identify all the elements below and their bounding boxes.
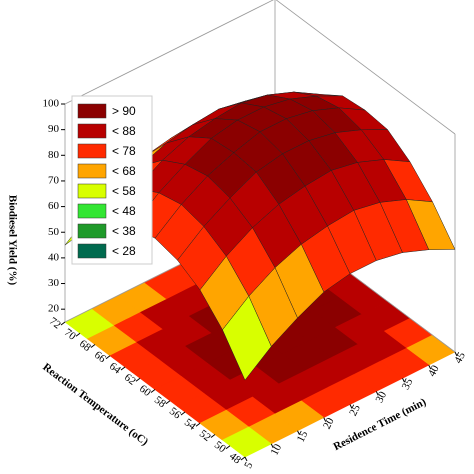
legend-box (71, 95, 153, 265)
box-edge (275, 0, 456, 135)
y-tick (180, 411, 186, 416)
legend-label: < 28 (112, 244, 136, 258)
y-tick (225, 445, 231, 450)
y-tick (120, 366, 126, 371)
x-tick (402, 378, 405, 383)
legend: > 90 < 88 < 78 < 68 < 58 < 48 < 38 < 28 (71, 95, 153, 265)
y-tick-label: 72 (47, 315, 63, 331)
y-tick (90, 344, 96, 348)
y-tick (150, 389, 156, 393)
x-tick (297, 430, 300, 435)
legend-label: < 58 (112, 184, 136, 198)
legend-swatch (77, 203, 107, 219)
legend-swatch (77, 183, 107, 199)
z-tick-label: 100 (43, 98, 60, 110)
legend-swatch (77, 163, 107, 179)
z-tick-label: 50 (48, 226, 60, 238)
z-axis-title: Biodiesel Yield (%) (6, 195, 18, 286)
box-edge (64, 0, 274, 105)
y-tick (60, 321, 66, 326)
z-tick-label: 60 (48, 200, 60, 212)
x-tick (244, 456, 248, 462)
legend-swatch (77, 103, 107, 119)
z-tick-label: 40 (48, 251, 60, 263)
x-tick (349, 404, 353, 409)
x-tick (375, 391, 379, 396)
y-tick (105, 355, 111, 360)
z-tick-label: 80 (48, 149, 60, 161)
x-tick (428, 364, 432, 370)
z-tick-label: 90 (48, 123, 60, 135)
x-tick (454, 351, 458, 357)
y-tick (75, 332, 81, 337)
legend-label: > 90 (112, 104, 136, 118)
x-tick (323, 417, 327, 422)
x-tick-label: 5 (242, 460, 255, 471)
y-tick (195, 422, 201, 427)
y-tick (165, 400, 171, 405)
legend-swatch (77, 123, 107, 139)
legend-label: < 38 (112, 224, 136, 238)
floor-cell (221, 426, 272, 458)
legend-swatch (77, 243, 107, 259)
legend-label: < 48 (112, 204, 136, 218)
y-tick (135, 377, 141, 382)
legend-label: < 78 (112, 144, 136, 158)
legend-swatch (77, 143, 107, 159)
z-tick-label: 20 (48, 303, 60, 315)
y-tick (210, 434, 216, 438)
legend-label: < 88 (112, 124, 136, 138)
z-tick-label: 70 (48, 174, 60, 186)
surface-cell (222, 295, 272, 381)
y-tick (240, 456, 246, 461)
x-tick (270, 443, 274, 449)
z-tick-label: 30 (48, 277, 60, 289)
legend-label: < 68 (112, 164, 136, 178)
legend-swatch (77, 223, 107, 239)
